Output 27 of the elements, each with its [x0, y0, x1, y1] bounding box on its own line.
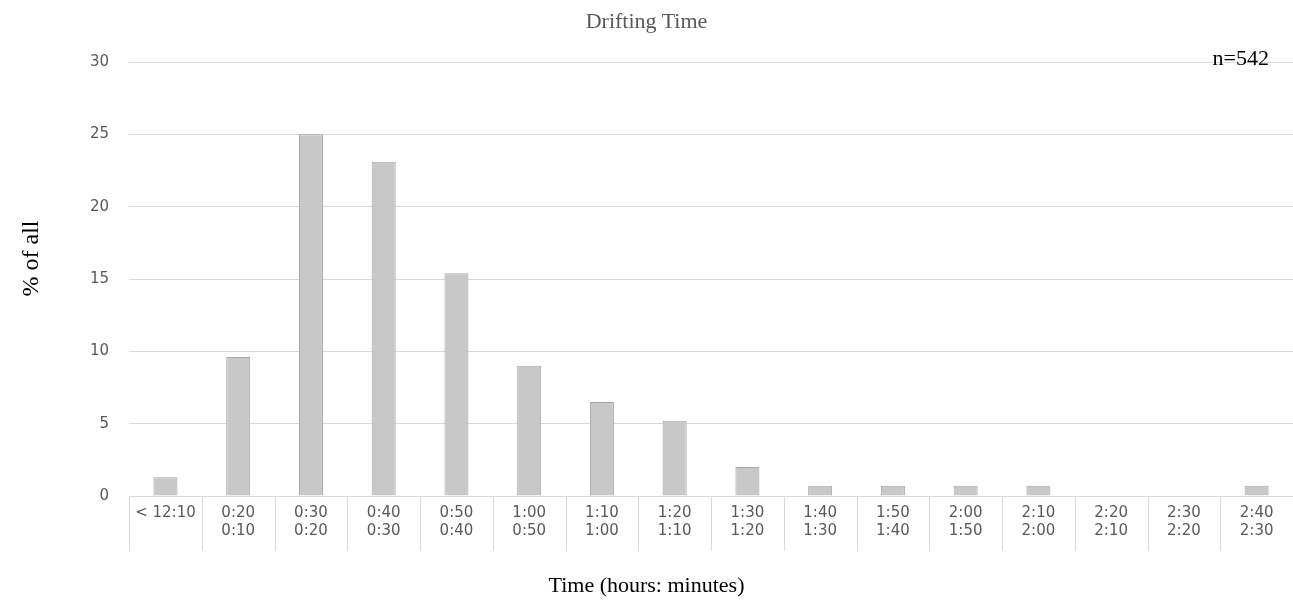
x-tick-label: 0:30 0:20 — [294, 502, 328, 539]
y-tick-label: 20 — [89, 196, 110, 215]
x-tick-label: 1:30 1:20 — [730, 502, 765, 539]
x-tick-label: 0:50 0:40 — [439, 502, 474, 539]
y-tick-label: 0 — [99, 485, 110, 504]
x-tick-label: 2:40 2:30 — [1239, 502, 1274, 539]
x-axis-title: Time (hours: minutes) — [547, 572, 746, 598]
x-tick-label: 2:00 1:50 — [948, 502, 983, 539]
y-tick-label: 5 — [99, 413, 110, 432]
x-tick-label: 1:40 1:30 — [803, 502, 837, 539]
y-tick-label: 30 — [89, 51, 110, 70]
x-tick-label: 0:40 0:30 — [366, 502, 401, 539]
y-axis-title: % of all — [16, 219, 44, 299]
x-tick-label: 1:00 0:50 — [512, 502, 547, 539]
y-tick-label: 15 — [89, 268, 110, 287]
annotation: n=542 — [1212, 45, 1269, 71]
x-tick-label: 2:10 2:00 — [1021, 502, 1056, 539]
x-tick-label: 0:20 0:10 — [221, 502, 256, 539]
y-tick-label: 10 — [89, 341, 110, 360]
x-tick-label: 1:20 1:10 — [657, 502, 692, 539]
x-tick-label: 1:50 1:40 — [876, 502, 910, 539]
x-tick-label: < 12:10 — [135, 502, 196, 521]
y-tick-label: 25 — [89, 124, 110, 143]
x-tick-label: 2:20 2:10 — [1094, 502, 1128, 539]
x-tick-label: 1:10 1:00 — [585, 502, 619, 539]
x-tick-label: 2:30 2:20 — [1167, 502, 1201, 539]
chart-title: Drifting Time — [584, 8, 709, 34]
